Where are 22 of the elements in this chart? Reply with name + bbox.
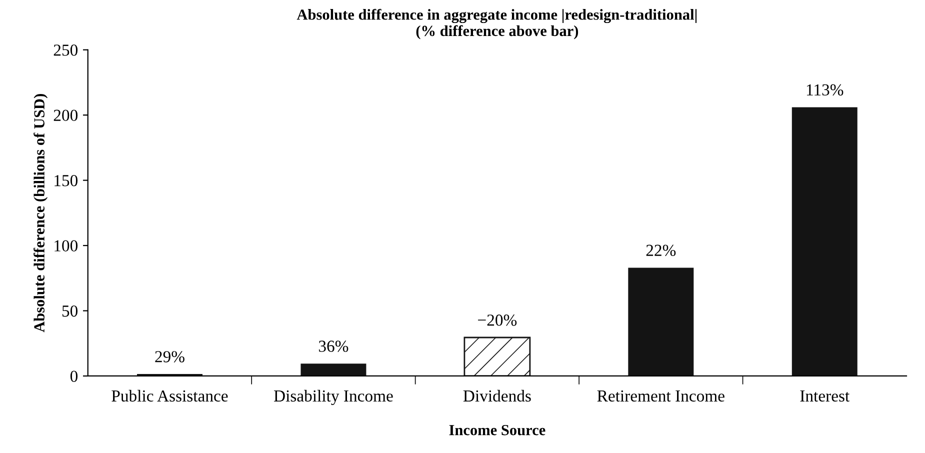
bar [628,268,694,376]
bar [792,107,858,376]
y-tick-label: 150 [54,174,78,186]
x-tick-label: Interest [800,390,850,402]
annotation: 22% [646,244,676,256]
y-tick-label: 100 [54,240,78,252]
y-tick-label: 250 [54,44,78,56]
y-axis-title: Absolute difference (billions of USD) [34,94,48,332]
bar [300,364,366,376]
x-tick-label: Dividends [463,390,531,402]
annotation: 36% [318,340,348,352]
annotation: 29% [155,351,184,362]
annotation: −20% [478,314,517,326]
chart-title: Absolute difference in aggregate income |redesign-traditional| (% difference above bar) [296,8,697,40]
y-tick-label: 200 [54,110,78,122]
y-tick-label: 50 [62,305,78,317]
x-tick-label: Public Assistance [112,390,228,402]
x-tick-label: Disability Income [274,390,393,406]
x-axis-title: Income Source [449,424,546,436]
annotation: 113% [806,84,844,96]
y-tick-label: 0 [70,370,78,382]
x-tick-label: Retirement Income [597,390,724,402]
